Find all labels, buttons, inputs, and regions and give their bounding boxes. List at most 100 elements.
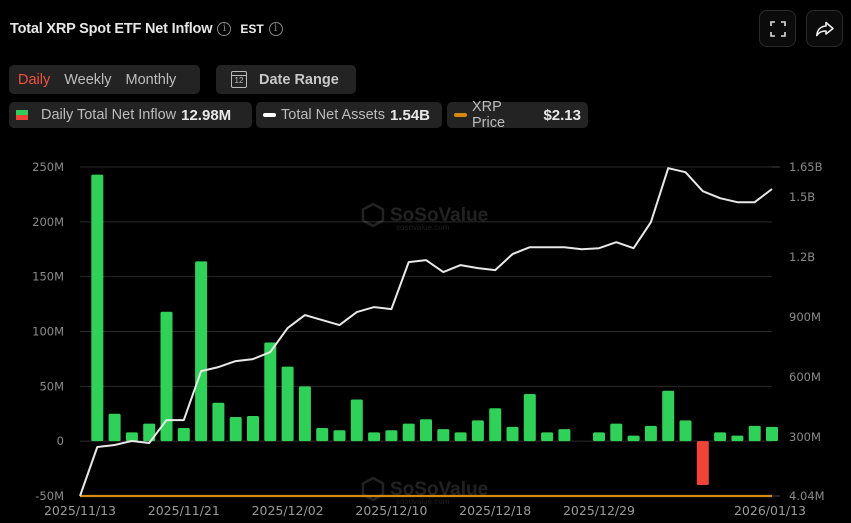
bar[interactable] bbox=[679, 420, 692, 442]
bar[interactable] bbox=[316, 428, 329, 442]
line-swatch-icon bbox=[263, 113, 276, 117]
period-tabs: Daily Weekly Monthly bbox=[9, 65, 200, 94]
bar[interactable] bbox=[264, 342, 277, 442]
svg-text:2025/12/02: 2025/12/02 bbox=[252, 503, 324, 518]
inflow-bars bbox=[91, 174, 778, 486]
bar[interactable] bbox=[541, 432, 554, 442]
bar[interactable] bbox=[748, 425, 761, 442]
bar-series-swatch-icon bbox=[16, 110, 28, 120]
svg-text:SoSoValue: SoSoValue bbox=[390, 479, 488, 500]
bar[interactable] bbox=[714, 432, 727, 442]
bar[interactable] bbox=[368, 432, 381, 442]
svg-text:300M: 300M bbox=[789, 430, 821, 444]
chart-canvas[interactable]: SoSoValue sosovalue.com SoSoValue sosova… bbox=[0, 140, 851, 523]
total-net-assets-line bbox=[79, 167, 773, 497]
bar[interactable] bbox=[662, 390, 675, 442]
bar[interactable] bbox=[696, 441, 709, 486]
legend-label: Total Net Assets bbox=[281, 107, 385, 123]
legend-total-net-assets[interactable]: Total Net Assets 1.54B bbox=[256, 102, 442, 128]
right-axis: 1.65B 1.5B 1.2B 900M 600M 300M 4.04M bbox=[772, 160, 825, 503]
svg-text:2025/12/18: 2025/12/18 bbox=[459, 503, 531, 518]
bar[interactable] bbox=[402, 423, 415, 442]
svg-text:600M: 600M bbox=[789, 370, 821, 384]
bar[interactable] bbox=[108, 413, 121, 442]
bar[interactable] bbox=[247, 415, 259, 442]
svg-text:200M: 200M bbox=[32, 215, 64, 229]
bar[interactable] bbox=[91, 174, 104, 442]
bar[interactable] bbox=[195, 261, 208, 442]
timezone-info-icon[interactable]: i bbox=[268, 22, 283, 36]
svg-text:sosovalue.com: sosovalue.com bbox=[396, 223, 450, 232]
bar[interactable] bbox=[471, 420, 484, 442]
svg-text:SoSoValue: SoSoValue bbox=[390, 205, 488, 226]
bar[interactable] bbox=[229, 417, 242, 442]
svg-text:2025/12/10: 2025/12/10 bbox=[355, 503, 427, 518]
bar[interactable] bbox=[143, 423, 156, 442]
svg-text:2025/11/13: 2025/11/13 bbox=[44, 503, 116, 518]
calendar-icon: 12 bbox=[231, 71, 247, 88]
share-button[interactable] bbox=[806, 10, 843, 47]
bar[interactable] bbox=[593, 432, 605, 442]
svg-text:150M: 150M bbox=[32, 270, 64, 284]
legend-xrp-price[interactable]: XRP Price $2.13 bbox=[447, 99, 588, 131]
bar[interactable] bbox=[766, 426, 778, 442]
bar[interactable] bbox=[385, 430, 398, 442]
legend-label: XRP Price bbox=[471, 99, 506, 131]
page-title: Total XRP Spot ETF Net Inflow bbox=[10, 21, 213, 37]
share-icon bbox=[815, 21, 834, 36]
svg-text:50M: 50M bbox=[39, 379, 64, 393]
svg-text:900M: 900M bbox=[789, 310, 821, 324]
chart-header: Total XRP Spot ETF Net Inflow i EST i bbox=[10, 19, 283, 39]
watermark: SoSoValue sosovalue.com SoSoValue sosova… bbox=[361, 202, 488, 506]
bar[interactable] bbox=[177, 428, 190, 442]
svg-text:2025/11/21: 2025/11/21 bbox=[148, 503, 220, 518]
timezone-label: EST bbox=[240, 22, 264, 36]
bar[interactable] bbox=[420, 419, 432, 442]
svg-text:100M: 100M bbox=[32, 325, 64, 339]
bar[interactable] bbox=[212, 402, 225, 442]
legend-daily-net-inflow[interactable]: Daily Total Net Inflow 12.98M bbox=[9, 102, 252, 128]
svg-text:4.04M: 4.04M bbox=[789, 489, 825, 503]
legend-value: 1.54B bbox=[389, 106, 430, 124]
bar[interactable] bbox=[160, 311, 173, 442]
bar[interactable] bbox=[627, 435, 640, 442]
svg-text:1.2B: 1.2B bbox=[789, 250, 815, 264]
bar[interactable] bbox=[731, 435, 744, 442]
svg-text:1.5B: 1.5B bbox=[789, 190, 815, 204]
info-circle-icon[interactable]: i bbox=[217, 22, 232, 36]
svg-text:2025/12/29: 2025/12/29 bbox=[563, 503, 635, 518]
bar[interactable] bbox=[125, 432, 138, 442]
legend-value: 12.98M bbox=[181, 106, 232, 124]
fullscreen-button[interactable] bbox=[759, 10, 796, 47]
line-swatch-icon bbox=[454, 113, 467, 117]
bar[interactable] bbox=[333, 430, 346, 442]
tab-weekly[interactable]: Weekly bbox=[64, 71, 112, 88]
legend-label: Daily Total Net Inflow bbox=[41, 107, 177, 123]
bar[interactable] bbox=[437, 429, 450, 442]
svg-text:sosovalue.com: sosovalue.com bbox=[396, 497, 450, 506]
svg-text:0: 0 bbox=[57, 434, 64, 448]
svg-text:-50M: -50M bbox=[35, 489, 64, 503]
x-axis: 2025/11/13 2025/11/21 2025/12/02 2025/12/10… bbox=[44, 503, 806, 518]
bar[interactable] bbox=[506, 426, 519, 442]
bar[interactable] bbox=[489, 408, 502, 442]
date-range-label: Date Range bbox=[259, 71, 339, 88]
left-axis: 250M 200M 150M 100M 50M 0 -50M bbox=[32, 160, 64, 503]
date-range-button[interactable]: 12 Date Range bbox=[216, 65, 356, 94]
series-lines bbox=[79, 167, 773, 498]
svg-text:2026/01/13: 2026/01/13 bbox=[734, 503, 806, 518]
bar[interactable] bbox=[281, 366, 294, 442]
bar[interactable] bbox=[558, 429, 571, 442]
bar[interactable] bbox=[350, 399, 363, 442]
legend-value: $2.13 bbox=[543, 106, 581, 124]
bar[interactable] bbox=[644, 425, 657, 442]
fullscreen-icon bbox=[769, 20, 786, 37]
bar[interactable] bbox=[298, 386, 311, 442]
bar[interactable] bbox=[454, 432, 467, 442]
bar[interactable] bbox=[610, 423, 623, 442]
bar[interactable] bbox=[523, 394, 536, 442]
tab-daily[interactable]: Daily bbox=[18, 71, 51, 88]
svg-text:1.65B: 1.65B bbox=[789, 160, 823, 174]
svg-text:250M: 250M bbox=[32, 160, 64, 174]
tab-monthly[interactable]: Monthly bbox=[125, 71, 177, 88]
